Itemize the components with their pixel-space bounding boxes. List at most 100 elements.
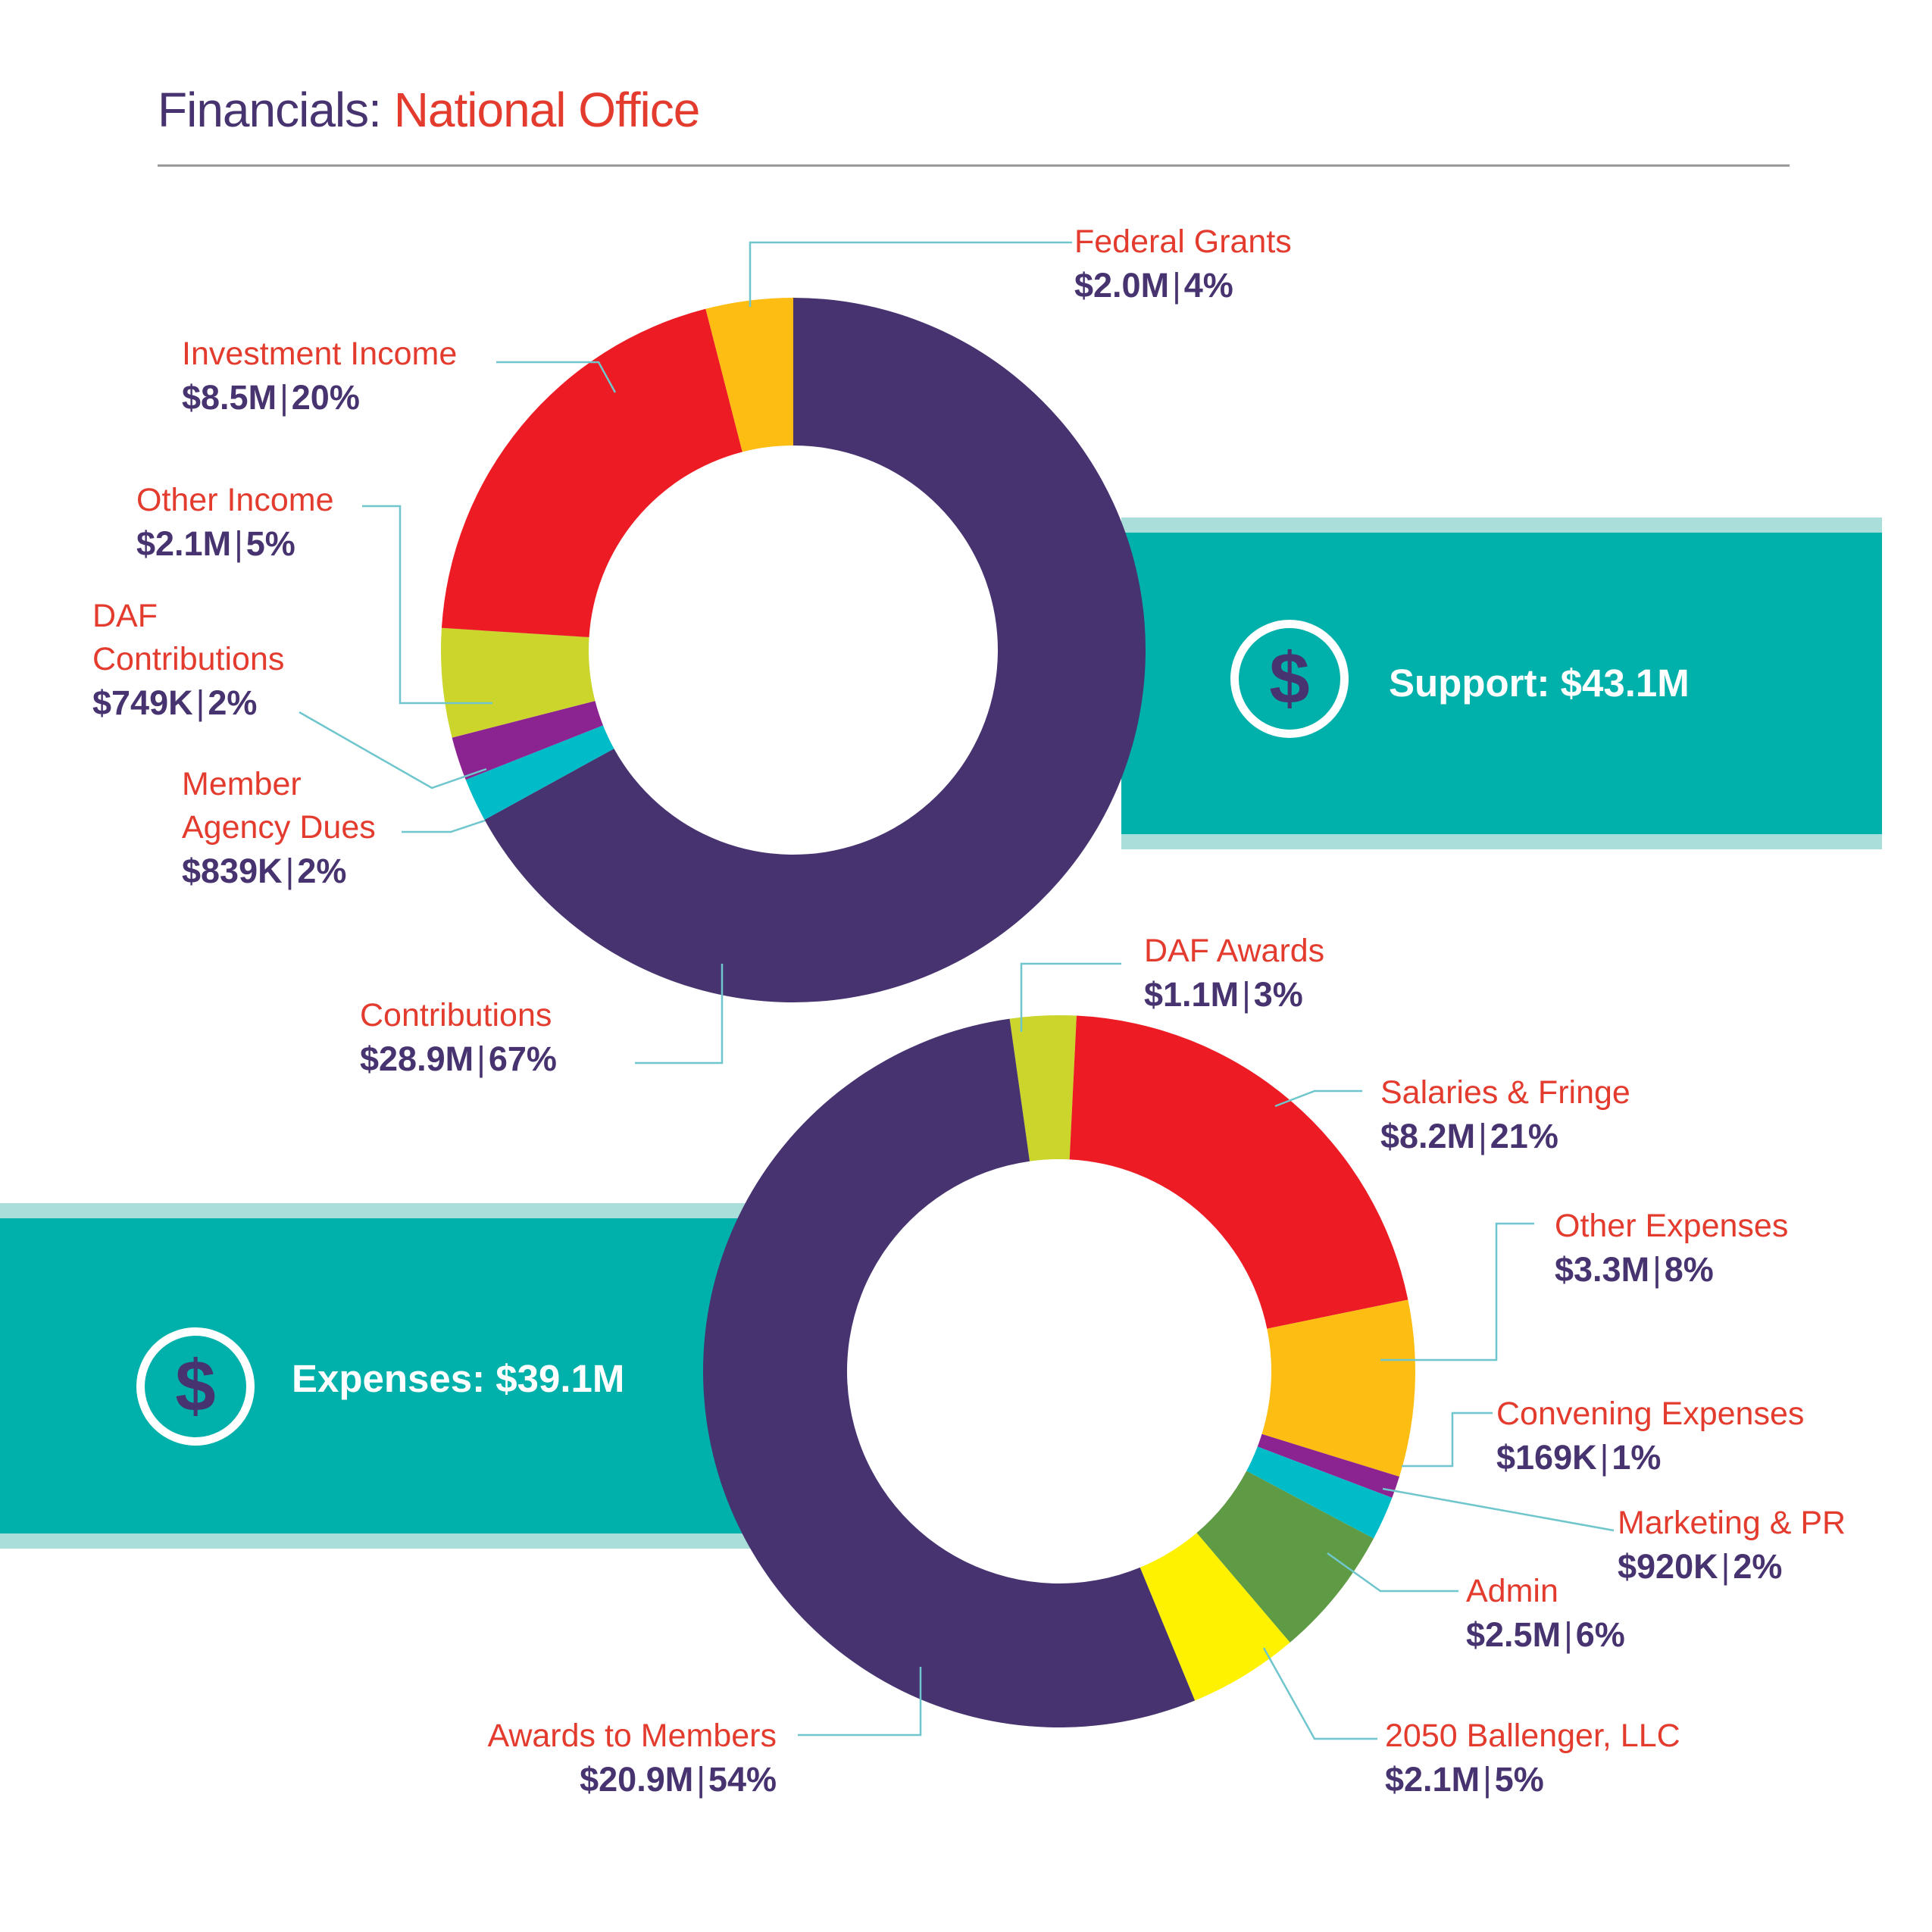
label-daf-awards: DAF Awards $1.1M|3% <box>1144 930 1324 1016</box>
label-contributions-stats: $28.9M|67% <box>360 1039 557 1078</box>
label-other-expenses-name: Other Expenses <box>1555 1208 1789 1244</box>
label-investment-income-stats: $8.5M|20% <box>182 378 360 417</box>
slice-2050-ballenger-llc <box>1140 1533 1290 1701</box>
label-marketing-pr-stats: $920K|2% <box>1618 1547 1783 1586</box>
leader-investment-income <box>496 361 617 393</box>
slice-other-income <box>440 627 596 738</box>
label-member-agency-dues-line2: Agency Dues <box>182 809 376 846</box>
title-divider <box>158 164 1790 167</box>
awards-to-members-percent: 54% <box>708 1760 777 1799</box>
leader-ballenger <box>1262 1647 1377 1740</box>
leader-other-expenses <box>1380 1222 1534 1361</box>
convening-expenses-percent: 1% <box>1612 1438 1662 1477</box>
leader-awards-to-members <box>798 1667 922 1737</box>
leader-admin <box>1327 1552 1458 1593</box>
other-expenses-amount: $3.3M <box>1555 1250 1650 1289</box>
label-member-agency-dues-line1: Member <box>182 766 302 802</box>
title-lead: Financials: <box>158 83 382 137</box>
ballenger-amount: $2.1M <box>1385 1760 1480 1799</box>
label-admin-stats: $2.5M|6% <box>1466 1615 1625 1654</box>
label-marketing-pr-name: Marketing & PR <box>1618 1505 1846 1541</box>
leader-other-income <box>362 505 492 705</box>
leader-daf-awards <box>1020 962 1121 1032</box>
dollar-icon: $ <box>175 1346 216 1427</box>
investment-income-percent: 20% <box>291 378 360 417</box>
support-total-label: Support: $43.1M <box>1389 661 1690 705</box>
marketing-pr-percent: 2% <box>1733 1547 1783 1586</box>
contributions-amount: $28.9M <box>360 1039 474 1078</box>
label-ballenger: 2050 Ballenger, LLC $2.1M|5% <box>1385 1715 1680 1801</box>
support-band-edge-top <box>1121 517 1882 533</box>
leader-convening-expenses <box>1402 1411 1493 1468</box>
support-donut-chart <box>440 298 1146 1002</box>
other-income-amount: $2.1M <box>136 524 232 563</box>
label-admin-name: Admin <box>1466 1573 1558 1609</box>
slice-member-agency-dues <box>465 725 614 821</box>
label-marketing-pr: Marketing & PR $920K|2% <box>1618 1502 1846 1588</box>
label-admin: Admin $2.5M|6% <box>1466 1570 1625 1656</box>
admin-amount: $2.5M <box>1466 1615 1562 1654</box>
admin-percent: 6% <box>1575 1615 1625 1654</box>
contributions-percent: 67% <box>488 1039 557 1078</box>
slice-admin <box>1196 1471 1374 1643</box>
slice-daf-awards <box>1009 1015 1077 1161</box>
expenses-dollar-icon: $ <box>136 1327 255 1446</box>
federal-grants-amount: $2.0M <box>1074 266 1170 305</box>
federal-grants-percent: 4% <box>1183 266 1233 305</box>
label-ballenger-stats: $2.1M|5% <box>1385 1760 1544 1799</box>
slice-marketing-and-pr <box>1246 1446 1393 1539</box>
slice-daf-contributions <box>452 701 603 780</box>
member-agency-dues-percent: 2% <box>297 852 347 890</box>
label-daf-contributions-line1: DAF <box>92 598 158 634</box>
page-title: Financials: National Office <box>158 82 701 138</box>
label-daf-contributions: DAF Contributions $749K|2% <box>92 595 284 724</box>
label-awards-to-members-stats: $20.9M|54% <box>580 1760 777 1799</box>
other-income-percent: 5% <box>245 524 295 563</box>
label-daf-awards-name: DAF Awards <box>1144 933 1325 969</box>
daf-awards-amount: $1.1M <box>1144 975 1240 1014</box>
label-contributions-name: Contributions <box>360 997 552 1033</box>
support-band-edge-bottom <box>1121 834 1882 849</box>
leader-contributions <box>635 964 724 1064</box>
label-federal-grants-stats: $2.0M|4% <box>1074 266 1233 305</box>
label-ballenger-name: 2050 Ballenger, LLC <box>1385 1718 1680 1754</box>
label-convening-expenses-stats: $169K|1% <box>1496 1438 1662 1477</box>
salaries-fringe-amount: $8.2M <box>1380 1117 1476 1155</box>
label-member-agency-dues-stats: $839K|2% <box>182 852 347 890</box>
support-dollar-icon: $ <box>1230 620 1349 738</box>
expenses-band <box>0 1218 758 1533</box>
label-other-expenses: Other Expenses $3.3M|8% <box>1555 1205 1788 1291</box>
label-awards-to-members-name: Awards to Members <box>487 1718 777 1754</box>
label-convening-expenses-name: Convening Expenses <box>1496 1396 1805 1432</box>
label-awards-to-members: Awards to Members $20.9M|54% <box>424 1715 777 1801</box>
daf-awards-percent: 3% <box>1253 975 1303 1014</box>
leader-marketing-pr <box>1382 1487 1615 1532</box>
convening-expenses-amount: $169K <box>1496 1438 1597 1477</box>
label-salaries-fringe-stats: $8.2M|21% <box>1380 1117 1558 1155</box>
leader-daf-contributions <box>299 711 487 789</box>
daf-contributions-amount: $749K <box>92 683 193 722</box>
slice-investment-income <box>441 308 742 638</box>
other-expenses-percent: 8% <box>1664 1250 1714 1289</box>
slice-salaries-and-fringe <box>1069 1015 1408 1329</box>
label-daf-awards-stats: $1.1M|3% <box>1144 975 1303 1014</box>
label-other-income-name: Other Income <box>136 482 334 518</box>
expenses-donut-chart <box>702 1015 1416 1727</box>
label-salaries-fringe: Salaries & Fringe $8.2M|21% <box>1380 1071 1630 1158</box>
marketing-pr-amount: $920K <box>1618 1547 1718 1586</box>
label-other-income: Other Income $2.1M|5% <box>136 479 334 565</box>
dollar-icon: $ <box>1269 638 1310 719</box>
slice-contributions <box>484 298 1146 1002</box>
title-rest: National Office <box>393 83 701 137</box>
label-other-income-stats: $2.1M|5% <box>136 524 295 563</box>
expenses-band-edge-bottom <box>0 1533 758 1549</box>
label-salaries-fringe-name: Salaries & Fringe <box>1380 1074 1630 1111</box>
slice-federal-grants <box>705 298 793 452</box>
ballenger-percent: 5% <box>1494 1760 1544 1799</box>
label-daf-contributions-stats: $749K|2% <box>92 683 258 722</box>
label-member-agency-dues: Member Agency Dues $839K|2% <box>182 763 376 893</box>
expenses-total-label: Expenses: $39.1M <box>292 1357 625 1400</box>
label-federal-grants-name: Federal Grants <box>1074 224 1292 260</box>
slice-awards-to-members <box>702 1018 1196 1727</box>
